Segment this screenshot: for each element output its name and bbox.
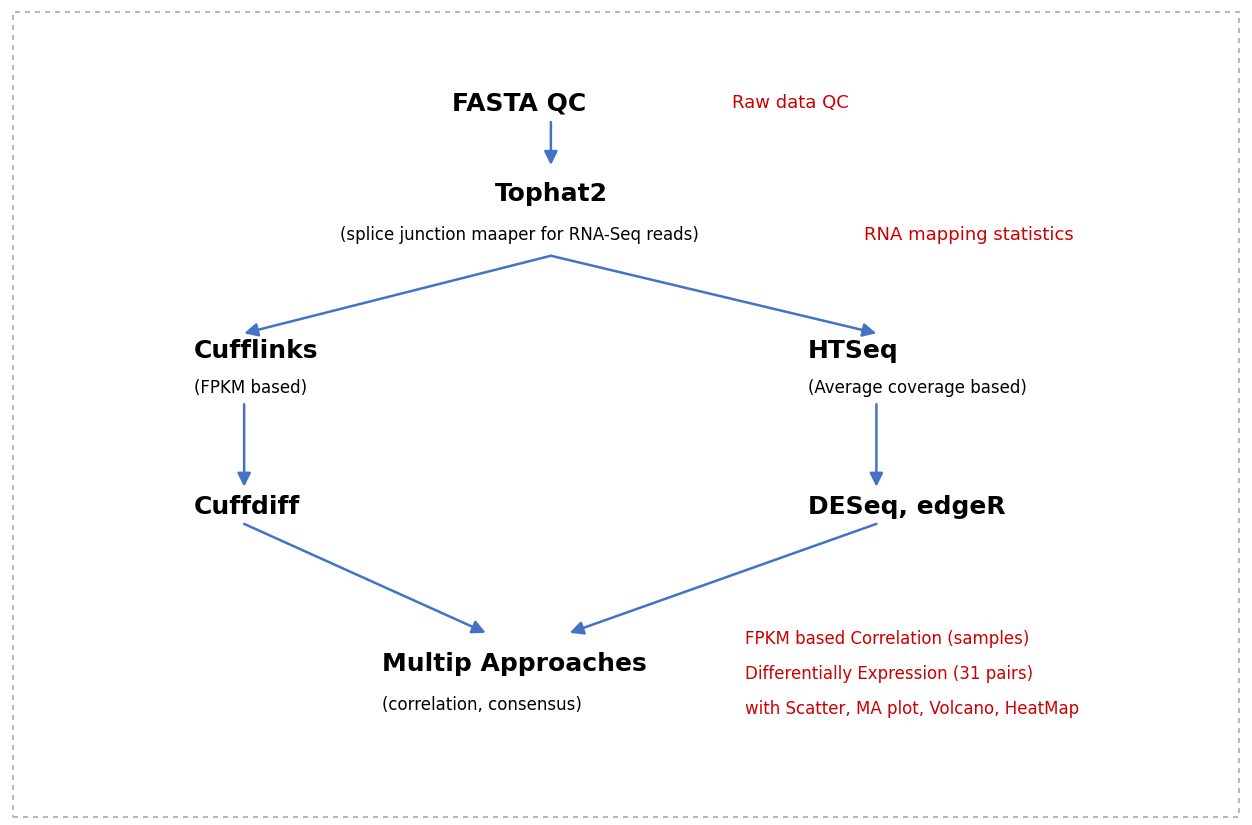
Text: FPKM based Correlation (samples): FPKM based Correlation (samples): [745, 630, 1029, 648]
Text: DESeq, edgeR: DESeq, edgeR: [808, 495, 1005, 520]
Text: (Average coverage based): (Average coverage based): [808, 379, 1027, 397]
Text: (splice junction maaper for RNA-Seq reads): (splice junction maaper for RNA-Seq read…: [341, 226, 699, 244]
Text: (FPKM based): (FPKM based): [194, 379, 307, 397]
Text: Cuffdiff: Cuffdiff: [194, 495, 300, 520]
Text: Cufflinks: Cufflinks: [194, 338, 318, 363]
Text: HTSeq: HTSeq: [808, 338, 898, 363]
Text: with Scatter, MA plot, Volcano, HeatMap: with Scatter, MA plot, Volcano, HeatMap: [745, 700, 1079, 718]
Text: FASTA QC: FASTA QC: [452, 91, 587, 116]
Text: Tophat2: Tophat2: [495, 182, 607, 206]
Text: Differentially Expression (31 pairs): Differentially Expression (31 pairs): [745, 665, 1033, 683]
Text: RNA mapping statistics: RNA mapping statistics: [864, 226, 1074, 244]
Text: (correlation, consensus): (correlation, consensus): [382, 696, 582, 714]
Text: Multip Approaches: Multip Approaches: [382, 652, 646, 676]
Text: Raw data QC: Raw data QC: [732, 94, 849, 112]
